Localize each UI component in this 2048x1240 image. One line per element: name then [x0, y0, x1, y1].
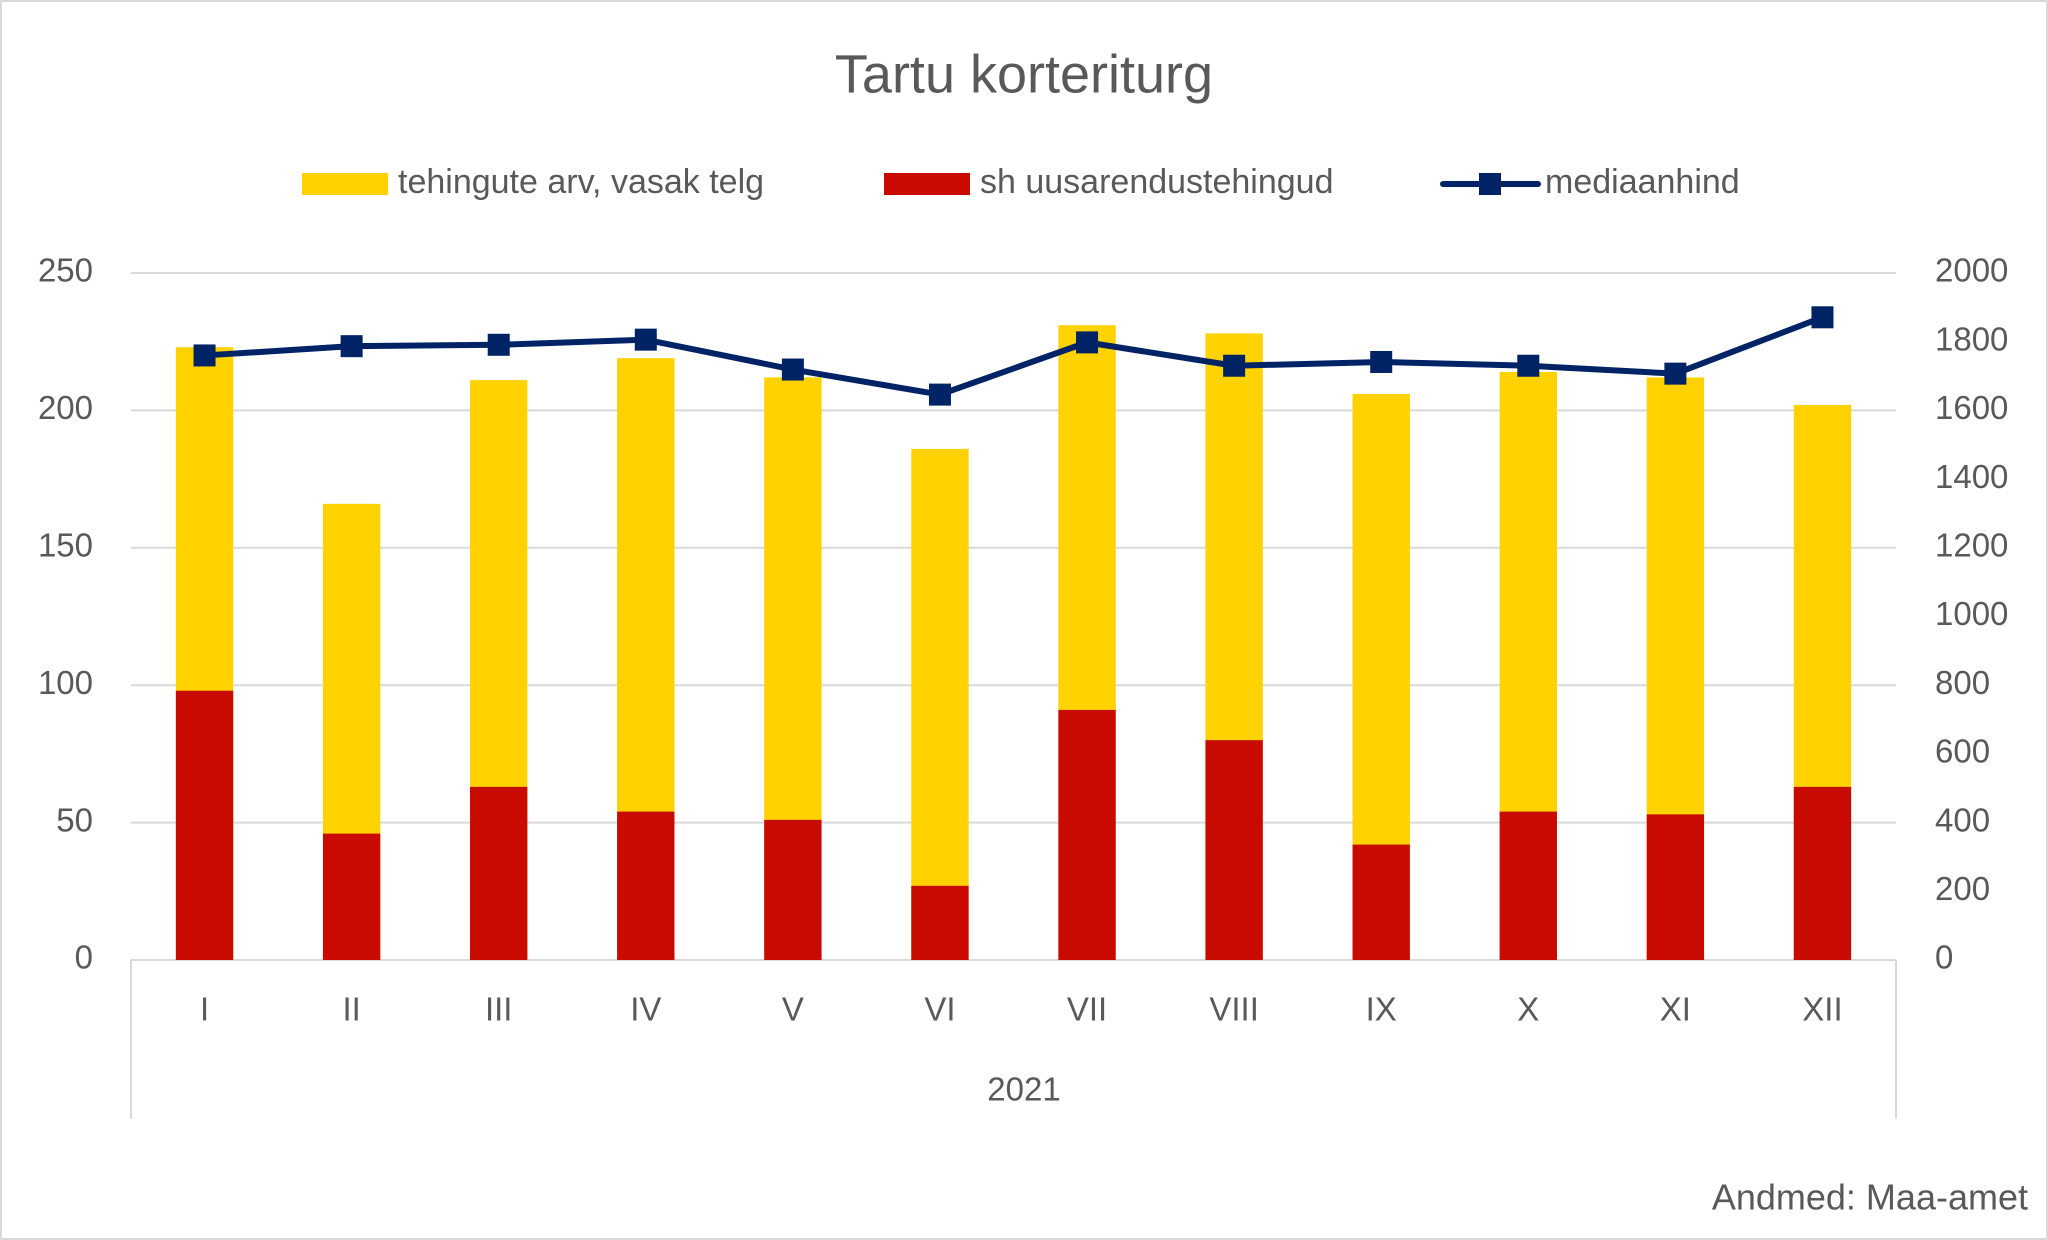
source-note: Andmed: Maa-amet [1712, 1177, 2028, 1218]
legend-swatch [1479, 173, 1501, 195]
x-tick-label: I [200, 991, 209, 1028]
legend-swatch [302, 173, 388, 195]
x-tick-label: XII [1802, 991, 1842, 1028]
x-tick-label: X [1517, 991, 1539, 1028]
x-tick-label: V [782, 991, 804, 1028]
line [204, 314, 1824, 398]
bar [1646, 814, 1705, 960]
bar [1499, 811, 1557, 960]
line-marker [781, 358, 804, 381]
y2-tick-label: 1000 [1935, 595, 2008, 632]
legend-label: sh uusarendustehingud [980, 163, 1334, 201]
line-marker [193, 344, 216, 367]
bar [617, 811, 675, 960]
group-label: 2021 [987, 1071, 1060, 1108]
bar [322, 833, 381, 960]
bar [911, 885, 969, 960]
bar [1058, 709, 1116, 960]
y2-tick-label: 1600 [1935, 389, 2008, 426]
y2-tick-label: 200 [1935, 870, 1990, 907]
line-marker [487, 333, 510, 356]
line-marker [1223, 354, 1246, 377]
x-tick-label: VIII [1209, 991, 1259, 1028]
line-marker [634, 328, 657, 351]
y-tick-label: 100 [38, 664, 93, 701]
y-tick-label: 150 [38, 527, 93, 564]
x-tick-label: VI [924, 991, 955, 1028]
y-tick-label: 250 [38, 252, 93, 289]
y2-tick-label: 1800 [1935, 320, 2008, 357]
chart-title: Tartu korteriturg [835, 44, 1213, 104]
bar [1352, 844, 1410, 960]
y2-tick-label: 0 [1935, 939, 1953, 976]
y2-tick-label: 400 [1935, 801, 1990, 838]
line-marker [1664, 362, 1687, 385]
x-tick-label: IV [630, 991, 661, 1028]
y2-tick-label: 1200 [1935, 527, 2008, 564]
legend-label: mediaanhind [1545, 163, 1740, 201]
x-tick-label: VII [1067, 991, 1107, 1028]
y-tick-label: 50 [56, 801, 93, 838]
x-tick-label: XI [1660, 991, 1691, 1028]
y2-tick-label: 1400 [1935, 458, 2008, 495]
x-tick-label: III [485, 991, 513, 1028]
y2-tick-label: 800 [1935, 664, 1990, 701]
bar [764, 819, 822, 960]
y2-tick-label: 600 [1935, 733, 1990, 770]
line-marker [1076, 331, 1099, 354]
line-marker [1370, 350, 1393, 373]
y-tick-label: 0 [75, 939, 93, 976]
bar [470, 786, 528, 960]
x-tick-label: II [342, 991, 360, 1028]
bar [1793, 786, 1852, 960]
line-marker [1811, 306, 1834, 329]
line-marker [1517, 354, 1540, 377]
bar [911, 448, 969, 960]
y-tick-label: 200 [38, 389, 93, 426]
x-tick-label: IX [1366, 991, 1397, 1028]
bar [175, 690, 234, 960]
line-marker [928, 383, 951, 406]
legend-label: tehingute arv, vasak telg [398, 163, 764, 201]
line-marker [340, 335, 363, 358]
bar [1205, 740, 1263, 960]
y2-tick-label: 2000 [1935, 252, 2008, 289]
legend-swatch [884, 173, 970, 195]
